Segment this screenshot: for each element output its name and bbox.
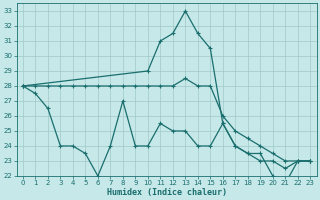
X-axis label: Humidex (Indice chaleur): Humidex (Indice chaleur) <box>107 188 227 197</box>
